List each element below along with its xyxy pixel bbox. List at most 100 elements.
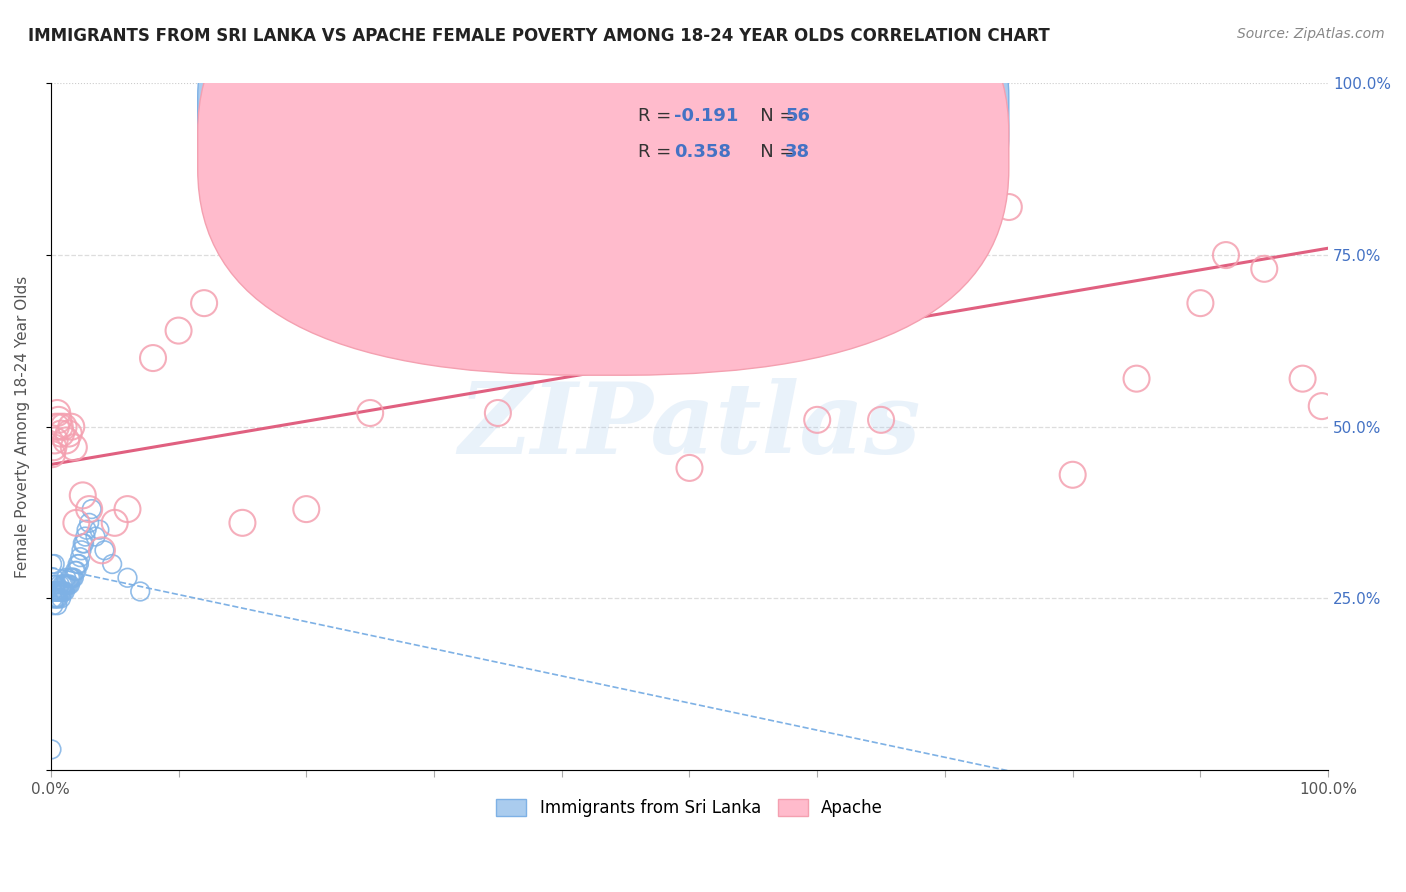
Point: [53, 577, 76, 591]
Point: [117, 502, 139, 516]
Point: [44, 584, 66, 599]
Point: [41, 584, 63, 599]
Text: Source: ZipAtlas.com: Source: ZipAtlas.com: [1237, 27, 1385, 41]
Text: IMMIGRANTS FROM SRI LANKA VS APACHE FEMALE POVERTY AMONG 18-24 YEAR OLDS CORRELA: IMMIGRANTS FROM SRI LANKA VS APACHE FEMA…: [28, 27, 1050, 45]
Point: [1215, 248, 1237, 262]
Point: [52, 419, 75, 434]
Point: [117, 571, 139, 585]
Point: [75, 530, 97, 544]
Point: [46, 591, 69, 606]
Point: [46, 584, 69, 599]
Point: [93, 543, 115, 558]
Point: [1189, 296, 1212, 310]
Point: [49, 577, 72, 591]
Point: [67, 557, 90, 571]
Point: [486, 406, 509, 420]
Point: [1291, 372, 1313, 386]
Point: [129, 584, 152, 599]
Point: [77, 502, 100, 516]
Text: ZIPatlas: ZIPatlas: [458, 378, 921, 475]
Point: [55, 434, 77, 448]
Point: [49, 584, 72, 599]
Point: [41, 447, 63, 461]
Text: R =: R =: [638, 107, 678, 125]
Point: [45, 419, 67, 434]
Point: [65, 516, 87, 530]
Point: [44, 434, 66, 448]
Point: [1062, 467, 1084, 482]
Point: [48, 413, 70, 427]
Point: [60, 419, 83, 434]
Point: [55, 577, 77, 591]
Text: 0.358: 0.358: [673, 143, 731, 161]
Point: [49, 591, 72, 606]
Point: [44, 591, 66, 606]
Text: R =: R =: [638, 143, 678, 161]
Point: [44, 577, 66, 591]
Text: N =: N =: [744, 143, 800, 161]
Point: [63, 571, 86, 585]
Point: [84, 530, 107, 544]
FancyBboxPatch shape: [198, 0, 1010, 341]
Point: [65, 564, 87, 578]
Legend: Immigrants from Sri Lanka, Apache: Immigrants from Sri Lanka, Apache: [489, 792, 890, 823]
Point: [49, 419, 72, 434]
Point: [42, 440, 65, 454]
Point: [66, 557, 89, 571]
Point: [142, 351, 165, 365]
Point: [193, 296, 215, 310]
Point: [41, 557, 63, 571]
Point: [1310, 399, 1333, 413]
Point: [51, 584, 73, 599]
Point: [56, 577, 79, 591]
FancyBboxPatch shape: [575, 90, 855, 176]
Point: [53, 584, 76, 599]
Point: [59, 571, 82, 585]
Point: [41, 742, 63, 756]
Point: [73, 536, 96, 550]
Text: 38: 38: [786, 143, 810, 161]
Point: [48, 591, 70, 606]
Point: [58, 577, 80, 591]
Point: [45, 577, 67, 591]
Point: [46, 406, 69, 420]
Point: [63, 440, 86, 454]
Point: [42, 591, 65, 606]
Point: [72, 488, 94, 502]
Point: [42, 584, 65, 599]
Point: [44, 557, 66, 571]
Point: [58, 426, 80, 441]
Point: [49, 426, 72, 441]
Point: [104, 516, 127, 530]
Point: [89, 523, 111, 537]
Point: [101, 557, 124, 571]
Point: [998, 200, 1021, 214]
Point: [52, 584, 75, 599]
Point: [1125, 372, 1147, 386]
Point: [77, 516, 100, 530]
Point: [49, 584, 72, 599]
Point: [59, 577, 82, 591]
Point: [51, 577, 73, 591]
Point: [52, 577, 75, 591]
Point: [678, 461, 700, 475]
FancyBboxPatch shape: [198, 0, 1010, 376]
Point: [806, 413, 828, 427]
Point: [231, 516, 253, 530]
Point: [1253, 261, 1275, 276]
Point: [90, 543, 112, 558]
Text: N =: N =: [744, 107, 800, 125]
Point: [167, 324, 190, 338]
Text: -0.191: -0.191: [673, 107, 738, 125]
Point: [42, 571, 65, 585]
Text: 56: 56: [786, 107, 810, 125]
Point: [45, 591, 67, 606]
Point: [69, 550, 91, 565]
Point: [46, 599, 69, 613]
Point: [70, 543, 93, 558]
Point: [76, 523, 98, 537]
Point: [80, 502, 103, 516]
Point: [295, 502, 318, 516]
Point: [45, 584, 67, 599]
Point: [934, 227, 956, 242]
